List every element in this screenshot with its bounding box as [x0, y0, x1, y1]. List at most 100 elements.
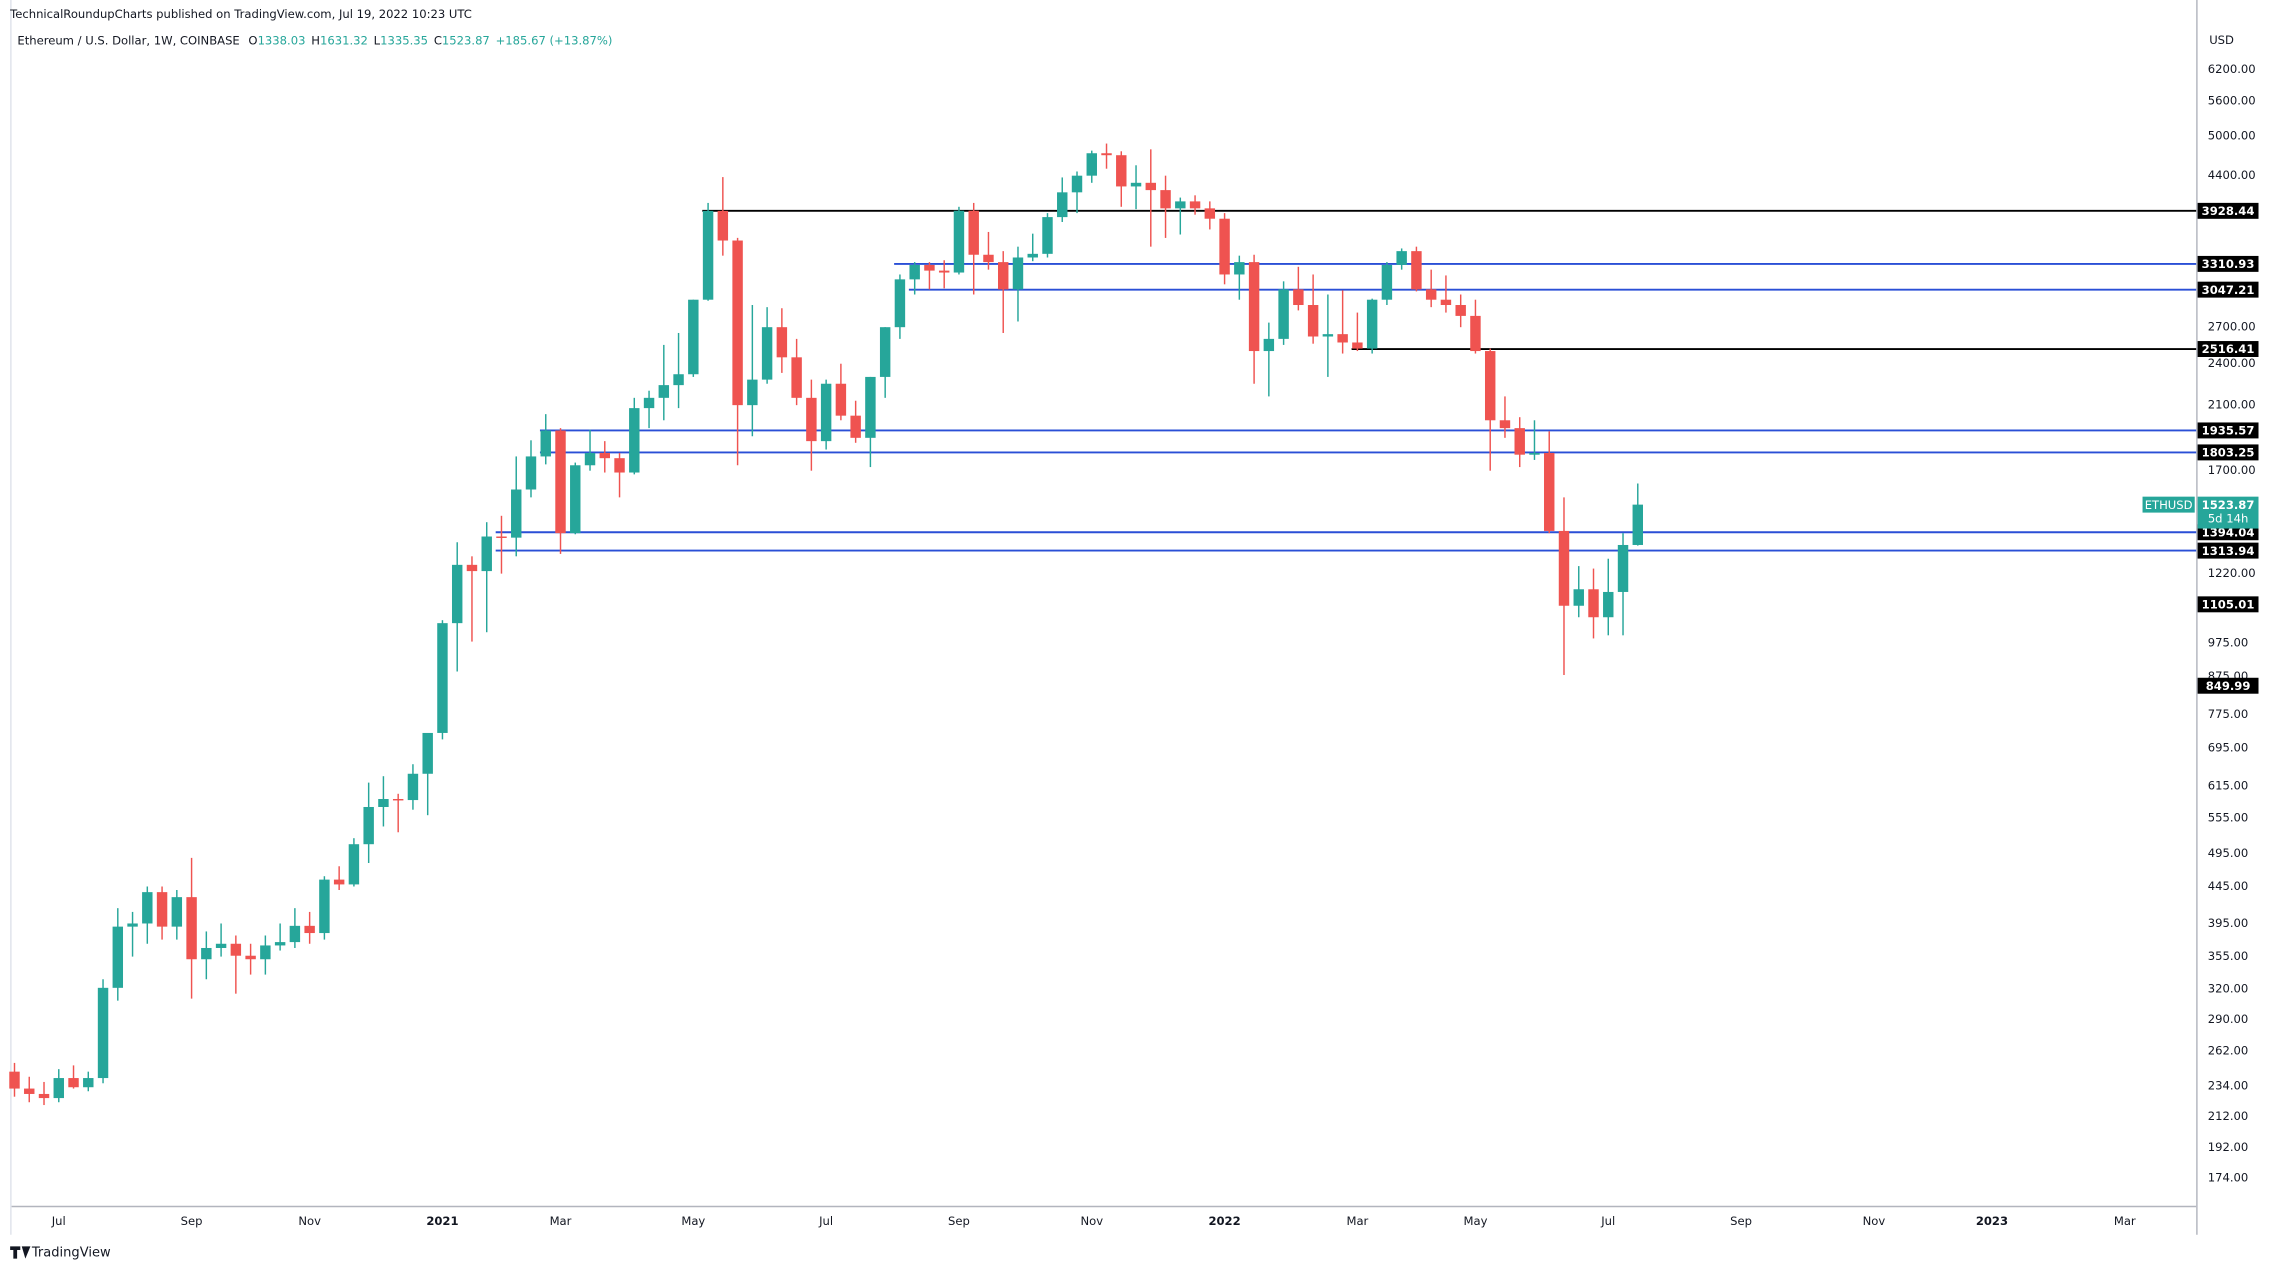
candle-body [820, 383, 832, 442]
candle-body [9, 1071, 20, 1089]
y-tick-label: 615.00 [2208, 779, 2249, 793]
candle-body [97, 987, 109, 1079]
candle-body [1263, 338, 1275, 352]
candle-body [112, 926, 124, 988]
candle-body [791, 357, 802, 398]
y-tick-label: 2400.00 [2208, 356, 2256, 370]
candle-body [230, 943, 242, 956]
candle-body [1175, 201, 1186, 209]
candle-body [68, 1078, 79, 1088]
candle-body [717, 210, 729, 241]
candle-body [38, 1093, 50, 1099]
candle-body [304, 925, 315, 934]
candle-body [599, 452, 610, 459]
level-tag-label: 1803.25 [2202, 446, 2255, 460]
footer-logo: TradingView [10, 1245, 111, 1260]
candle-body [348, 844, 360, 885]
price-tag-label: 849.99 [2206, 679, 2251, 693]
candle-body [1057, 192, 1068, 218]
candle-body [407, 773, 419, 801]
candle-body [1632, 504, 1643, 545]
change: +185.67 (+13.87%) [496, 33, 613, 47]
candle-body [1617, 544, 1629, 592]
candle-body [392, 799, 404, 801]
y-tick-label: 234.00 [2208, 1078, 2249, 1092]
candle-body [629, 408, 640, 473]
candle-body [496, 536, 507, 538]
candle-body [83, 1078, 94, 1088]
candle-body [1470, 315, 1481, 352]
candle-body [24, 1088, 35, 1094]
candle-body [422, 732, 433, 774]
y-tick-label: 5000.00 [2208, 129, 2256, 143]
candle-body [1529, 452, 1540, 455]
candle-body [1204, 208, 1216, 219]
y-tick-label: 975.00 [2208, 636, 2249, 650]
y-tick-label: 5600.00 [2208, 93, 2256, 107]
level-tag-label: 2516.41 [2202, 342, 2255, 356]
x-tick-label: 2022 [1208, 1214, 1240, 1228]
candle-body [1042, 217, 1053, 254]
candle-body [1499, 420, 1511, 429]
candle-body [850, 415, 861, 438]
candle-body [909, 264, 920, 280]
level-tag [2197, 202, 2259, 219]
symbol-tag-label: ETHUSD [2145, 498, 2193, 512]
y-tick-label: 2700.00 [2208, 320, 2256, 334]
candle-body [1086, 153, 1097, 176]
candle-body [186, 897, 197, 960]
price-tag [2197, 677, 2259, 694]
level-tag [2197, 542, 2259, 559]
level-tag [2197, 255, 2259, 272]
y-tick-label: 1700.00 [2208, 463, 2256, 477]
candle-body [938, 270, 950, 273]
candle-body [688, 299, 699, 375]
candle-body [215, 943, 227, 948]
ohlc-value: 1523.87 [442, 33, 490, 47]
last-price-label: 1523.87 [2202, 498, 2255, 512]
y-tick-label: 1220.00 [2208, 566, 2256, 580]
candle-body [968, 210, 979, 255]
level-tag [2197, 422, 2259, 439]
x-tick-label: Mar [550, 1214, 572, 1228]
logo-icon [10, 1246, 31, 1259]
x-tick-label: Jul [818, 1214, 833, 1228]
candle-body [53, 1078, 64, 1099]
countdown: 5d 14h [2208, 512, 2248, 526]
candle-body [555, 430, 566, 534]
brand: TradingView [31, 1245, 111, 1260]
candle-body [171, 897, 183, 927]
candle-body [1352, 342, 1363, 349]
candle-body [1337, 334, 1348, 343]
ohlc-label: H [311, 33, 320, 47]
level-tag-label: 3047.21 [2202, 283, 2255, 297]
y-tick-label: 555.00 [2208, 810, 2249, 824]
candle-body [1145, 182, 1157, 191]
y-tick-label: 212.00 [2208, 1109, 2249, 1123]
candle-body [1322, 334, 1334, 337]
candle-body [879, 327, 891, 377]
candle-body [1071, 175, 1083, 193]
y-tick-label: 174.00 [2208, 1170, 2249, 1184]
candle-body [1278, 289, 1289, 339]
x-tick-label: May [1463, 1214, 1487, 1228]
candle-body [643, 397, 655, 409]
symbol-line: Ethereum / U.S. Dollar, 1W, COINBASE O133… [17, 33, 612, 47]
ohlc-label: C [434, 33, 442, 47]
level-tag [2197, 281, 2259, 298]
y-tick-label: 192.00 [2208, 1140, 2249, 1154]
ohlc-value: 1631.32 [320, 33, 368, 47]
candle-body [1293, 289, 1304, 306]
candle-body [806, 397, 817, 442]
candle-body [260, 945, 271, 960]
ohlc-value: 1338.03 [258, 33, 306, 47]
candle-body [378, 799, 389, 807]
candle-body [1189, 201, 1201, 209]
x-tick-label: 2023 [1976, 1214, 2008, 1228]
y-tick-label: 290.00 [2208, 1012, 2249, 1026]
candle-body [1160, 190, 1171, 209]
candle-body [481, 536, 492, 572]
